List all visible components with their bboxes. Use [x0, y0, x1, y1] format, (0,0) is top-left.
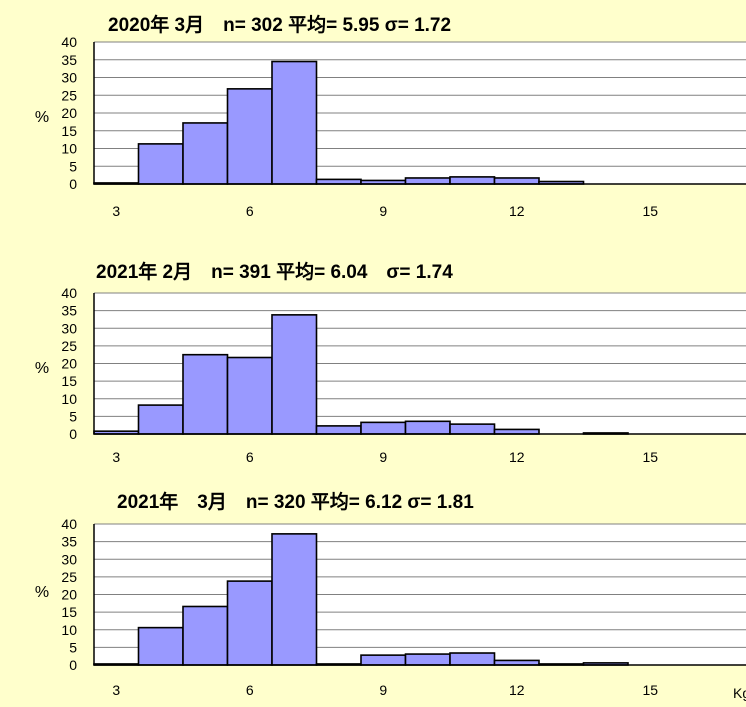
histogram-bar: [182, 605, 229, 666]
histogram-bar: [182, 353, 229, 435]
chart-title: 2021年 2月 n= 391 平均= 6.04 σ= 1.74: [96, 260, 453, 283]
histogram-bar: [226, 580, 273, 666]
x-tick-label: 12: [509, 682, 525, 698]
x-tick-label: 3: [112, 449, 120, 465]
x-tick-label: 15: [642, 682, 658, 698]
x-tick-label: 6: [246, 203, 254, 219]
x-tick-label: 6: [246, 449, 254, 465]
x-tick-label: 3: [112, 682, 120, 698]
y-tick-label: 35: [61, 52, 77, 68]
chart-title: 2020年 3月 n= 302 平均= 5.95 σ= 1.72: [108, 13, 451, 36]
y-tick-label: 30: [61, 551, 77, 567]
x-tick-label: 15: [642, 203, 658, 219]
histogram-bar: [493, 177, 540, 185]
histogram-panel-1: 403530252015105036912151%2020年 3月 n= 302…: [35, 13, 746, 219]
y-tick-label: 20: [61, 356, 77, 372]
y-tick-label: 5: [69, 639, 77, 655]
y-tick-label: 40: [61, 34, 77, 50]
y-tick-label: 10: [61, 141, 77, 157]
y-tick-label: 20: [61, 105, 77, 121]
histogram-bar: [404, 177, 451, 185]
y-tick-label: 40: [61, 285, 77, 301]
y-tick-label: 0: [69, 176, 77, 192]
histogram-bar: [271, 533, 318, 666]
y-tick-label: 25: [61, 87, 77, 103]
y-tick-label: 5: [69, 158, 77, 174]
histogram-bar: [449, 176, 496, 185]
y-tick-label: 15: [61, 373, 77, 389]
y-tick-label: 35: [61, 303, 77, 319]
histogram-bar: [449, 652, 496, 666]
y-tick-label: 25: [61, 569, 77, 585]
x-tick-label: 6: [246, 682, 254, 698]
y-tick-label: 40: [61, 516, 77, 532]
x-tick-label: 15: [642, 449, 658, 465]
y-tick-label: 5: [69, 408, 77, 424]
x-tick-label: 12: [509, 449, 525, 465]
y-tick-label: 20: [61, 587, 77, 603]
x-tick-label: 3: [112, 203, 120, 219]
histogram-bar: [315, 425, 362, 435]
histogram-bar: [360, 654, 407, 666]
y-axis-label: %: [35, 360, 49, 377]
histogram-bar: [137, 143, 184, 185]
x-tick-label: 9: [379, 449, 387, 465]
x-tick-label: 9: [379, 203, 387, 219]
y-tick-label: 35: [61, 534, 77, 550]
histogram-bar: [137, 626, 184, 666]
x-axis-label: Kg: [733, 685, 746, 701]
y-axis-label: %: [35, 109, 49, 126]
y-tick-label: 10: [61, 622, 77, 638]
y-tick-label: 25: [61, 338, 77, 354]
histogram-bar: [271, 60, 318, 185]
histogram-bar: [226, 88, 273, 185]
y-tick-label: 30: [61, 70, 77, 86]
histogram-bar: [137, 404, 184, 435]
y-tick-label: 15: [61, 604, 77, 620]
y-tick-label: 10: [61, 391, 77, 407]
y-axis-label: %: [35, 584, 49, 601]
chart-title: 2021年 3月 n= 320 平均= 6.12 σ= 1.81: [117, 490, 474, 513]
histogram-bar: [360, 421, 407, 435]
y-tick-label: 30: [61, 320, 77, 336]
histogram-bar: [182, 122, 229, 185]
histogram-bar: [226, 356, 273, 435]
histogram-bar: [449, 423, 496, 435]
histogram-bar: [404, 420, 451, 435]
histogram-bar: [404, 653, 451, 666]
y-tick-label: 0: [69, 426, 77, 442]
histogram-bar: [271, 314, 318, 435]
x-tick-label: 9: [379, 682, 387, 698]
y-tick-label: 15: [61, 123, 77, 139]
y-tick-label: 0: [69, 657, 77, 673]
x-tick-label: 12: [509, 203, 525, 219]
